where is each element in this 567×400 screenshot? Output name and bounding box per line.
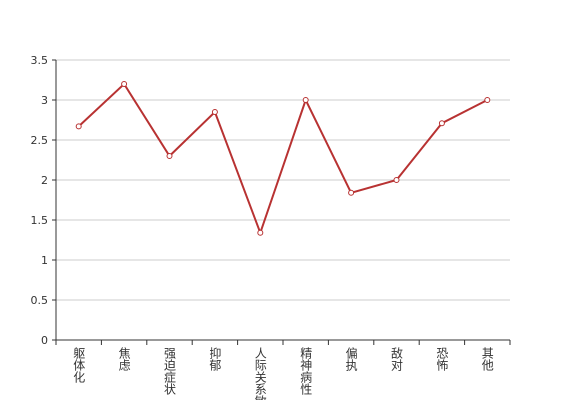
point [438,120,445,127]
x-tick-label: 焦虑 [117,347,131,371]
point [348,189,355,196]
y-tick-label: 2.5 [31,134,49,147]
y-tick-label: 3 [41,94,48,107]
x-tick-label: 抑郁 [208,346,222,372]
x-tick-label: 敌对 [390,346,404,371]
y-tick-label: 0 [41,334,48,347]
point [75,123,82,130]
x-tick-label: 人际关系敏感 [253,347,267,400]
y-tick-label: 1.5 [31,214,49,227]
x-tick-label: 强迫症状 [163,347,177,395]
x-tick-label: 偏执 [344,346,358,372]
y-tick-label: 3.5 [31,54,49,67]
y-tick-label: 1 [41,254,48,267]
y-tick-label: 2 [41,174,48,187]
point [393,177,400,183]
point [484,97,491,103]
x-tick-label: 精神病性 [299,347,313,396]
point [302,97,309,103]
x-tick-label: 躯体化 [72,346,86,384]
point [166,153,173,159]
point [121,81,128,87]
x-tick-label: 恐怖 [435,347,449,371]
y-tick-label: 0.5 [31,294,49,307]
line [78,82,488,236]
point [257,229,264,236]
point [211,109,218,115]
x-tick-label: 其他 [480,347,494,371]
